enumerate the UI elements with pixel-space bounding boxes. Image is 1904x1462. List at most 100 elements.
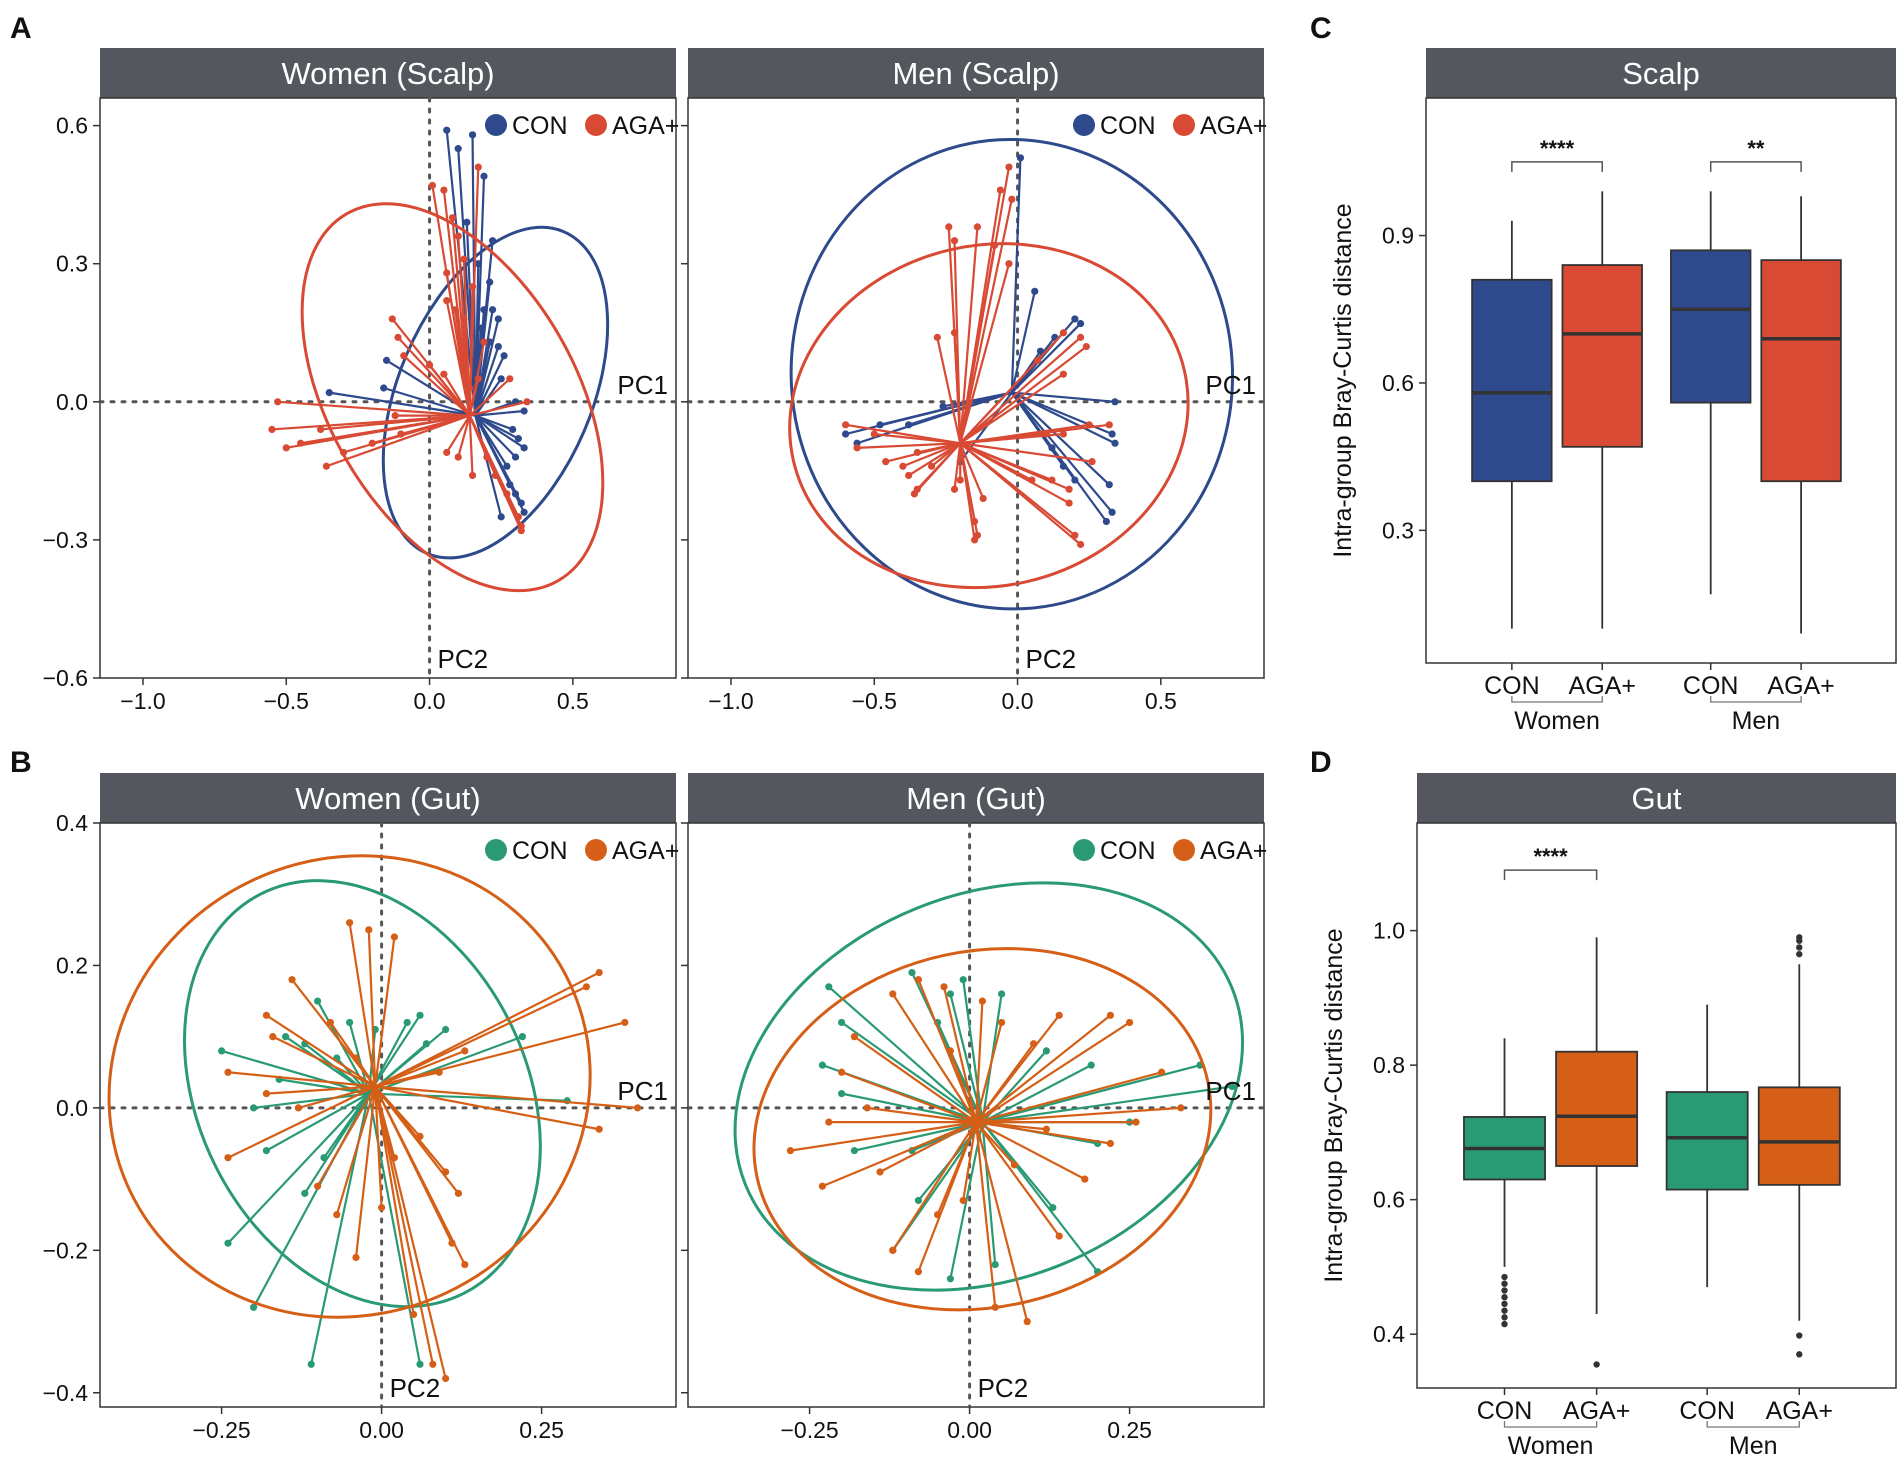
x-tick-label: −1.0	[708, 688, 753, 714]
legend-label-con: CON	[512, 112, 568, 140]
point-aga	[1059, 329, 1068, 337]
spider-line-aga	[469, 400, 528, 417]
point-aga	[1126, 1018, 1134, 1027]
point-aga	[1055, 1011, 1063, 1019]
point-aga	[1059, 430, 1068, 438]
point-aga	[950, 329, 959, 337]
point-aga	[282, 444, 290, 452]
point-con	[1048, 444, 1056, 452]
legend-key-con	[1073, 114, 1095, 136]
point-aga	[825, 1118, 833, 1126]
point-con	[1102, 517, 1110, 526]
spider-line-aga	[942, 986, 978, 1123]
point-con	[939, 402, 947, 411]
ellipse-con	[789, 137, 1235, 611]
spider-line-aga	[400, 414, 470, 436]
point-aga	[914, 976, 923, 984]
spider-line-con	[474, 415, 517, 495]
axis-label-pc2: PC2	[1026, 644, 1077, 674]
spider-line-aga	[374, 1086, 466, 1266]
box-men-con	[1670, 249, 1752, 404]
point-aga	[882, 458, 890, 466]
spider-line-aga	[959, 245, 996, 444]
point-aga	[1010, 1161, 1019, 1169]
spider-line-con	[368, 1035, 523, 1095]
point-con	[503, 462, 511, 470]
point-aga	[1076, 540, 1085, 549]
spider-line-con	[1010, 157, 1022, 393]
spider-line-aga	[841, 1071, 977, 1124]
spider-line-con	[221, 1049, 370, 1095]
point-aga	[461, 1047, 469, 1055]
point-con	[1071, 476, 1079, 484]
spider-line-aga	[374, 985, 587, 1088]
point-aga	[933, 333, 941, 341]
point-aga	[440, 370, 448, 378]
panel-letter-a: A	[10, 12, 32, 45]
spider-line-con	[1011, 322, 1082, 394]
spider-line-aga	[468, 415, 474, 476]
spider-line-aga	[936, 337, 962, 444]
spider-line-aga	[975, 1071, 1162, 1124]
spider-line-aga	[374, 971, 600, 1088]
point-con	[1111, 439, 1119, 447]
point-con	[443, 126, 451, 134]
point-con	[1031, 287, 1039, 295]
spider-line-aga	[454, 309, 471, 416]
point-aga	[391, 412, 399, 420]
point-con	[959, 976, 967, 984]
point-aga	[322, 462, 330, 470]
point-aga	[838, 1068, 846, 1076]
spider-line-aga	[891, 993, 977, 1123]
point-aga	[454, 232, 462, 240]
box-women-aga	[1555, 1050, 1639, 1167]
spider-line-aga	[457, 415, 471, 458]
point-con	[314, 997, 322, 1005]
spider-line-aga	[326, 414, 471, 468]
point-con	[838, 1090, 846, 1098]
spider-line-aga	[975, 1121, 1047, 1131]
x-tick-label-con: CON	[1679, 1397, 1735, 1425]
point-aga	[950, 237, 959, 245]
point-con	[486, 278, 494, 286]
point-aga	[397, 430, 405, 438]
facet-strip	[100, 773, 676, 823]
facet-strip	[1426, 48, 1896, 98]
point-aga	[978, 997, 987, 1005]
facet-strip	[688, 48, 1264, 98]
point-aga	[1034, 356, 1042, 364]
point-con	[946, 1275, 955, 1283]
panel-letter-c: C	[1310, 12, 1332, 45]
outlier-women-con	[1501, 1293, 1508, 1301]
y-tick-label: 0.2	[56, 952, 88, 978]
point-aga	[998, 1018, 1006, 1027]
axis-label-pc1: PC1	[617, 370, 668, 400]
outlier-women-con	[1501, 1300, 1508, 1308]
scatter-facet-men-gut: Men (Gut) CON AGA+ PC1 PC2 −0.25 0.00 0.25	[681, 773, 1267, 1443]
point-aga	[262, 1011, 270, 1019]
point-con	[1076, 319, 1085, 328]
point-con	[818, 1061, 827, 1069]
point-aga	[842, 421, 850, 429]
spider-line-aga	[974, 1121, 1029, 1322]
spider-line-aga	[959, 442, 1070, 491]
spider-line-con	[303, 1093, 370, 1194]
spider-line-aga	[902, 442, 961, 468]
spider-line-con	[1010, 391, 1113, 513]
point-aga	[910, 490, 918, 498]
x-tick-label-con: CON	[1484, 672, 1540, 700]
spider-line-con	[474, 415, 508, 467]
point-aga	[390, 1154, 398, 1162]
x-tick-label: 0.00	[947, 1417, 992, 1443]
spider-line-con	[1010, 391, 1053, 449]
point-aga	[956, 476, 964, 484]
spider-line-aga	[272, 1035, 376, 1088]
spider-line-aga	[874, 432, 961, 445]
group-label-men: Men	[1729, 1432, 1778, 1460]
spider-line-con	[981, 1064, 1092, 1124]
point-aga	[454, 1189, 462, 1197]
spider-line-con	[474, 346, 500, 416]
point-aga	[443, 448, 451, 457]
point-aga	[1005, 163, 1013, 171]
point-aga	[946, 1047, 955, 1055]
